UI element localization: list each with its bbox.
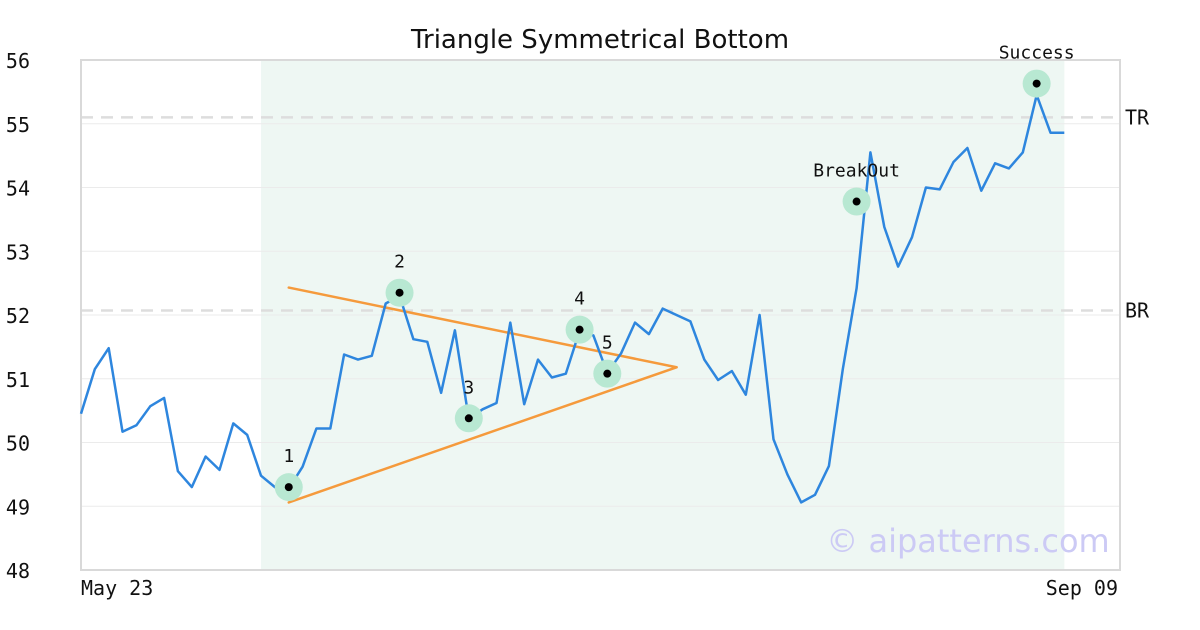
y-tick-label: 48 — [6, 559, 30, 583]
pattern-point — [603, 369, 612, 378]
x-tick-label: May 23 — [81, 576, 153, 600]
y-tick-label: 52 — [6, 304, 30, 328]
y-tick-label: 55 — [6, 113, 30, 137]
plot-frame — [80, 59, 1121, 571]
pattern-point-label: 3 — [463, 377, 474, 398]
price-line — [79, 93, 1065, 504]
pattern-point — [852, 197, 861, 206]
x-tick-label: Sep 09 — [1046, 576, 1118, 600]
y-tick-label: 53 — [6, 240, 30, 264]
pattern-point-label: 5 — [602, 333, 613, 354]
y-tick-label: 54 — [6, 177, 30, 201]
y-tick-label: 50 — [6, 432, 30, 456]
watermark: © aipatterns.com — [826, 522, 1109, 560]
pattern-point — [284, 483, 293, 492]
pattern-point-label: Success — [999, 43, 1075, 64]
pattern-point-label: 2 — [394, 252, 405, 273]
pattern-point — [1032, 79, 1041, 88]
y-tick-label: 49 — [6, 495, 30, 519]
pattern-point-label: BreakOut — [813, 161, 900, 182]
y-tick-label: 56 — [6, 49, 30, 73]
chart-title: Triangle Symmetrical Bottom — [410, 25, 789, 55]
level-label: BR — [1125, 299, 1150, 323]
level-label: TR — [1125, 105, 1150, 129]
pattern-point — [464, 414, 473, 423]
triangle-line — [287, 366, 678, 504]
pattern-point — [395, 288, 404, 297]
pattern-point-label: 4 — [574, 289, 585, 310]
pattern-point — [575, 325, 584, 334]
triangle-line — [287, 286, 678, 369]
y-tick-label: 51 — [6, 368, 30, 392]
pattern-point-label: 1 — [283, 446, 294, 467]
